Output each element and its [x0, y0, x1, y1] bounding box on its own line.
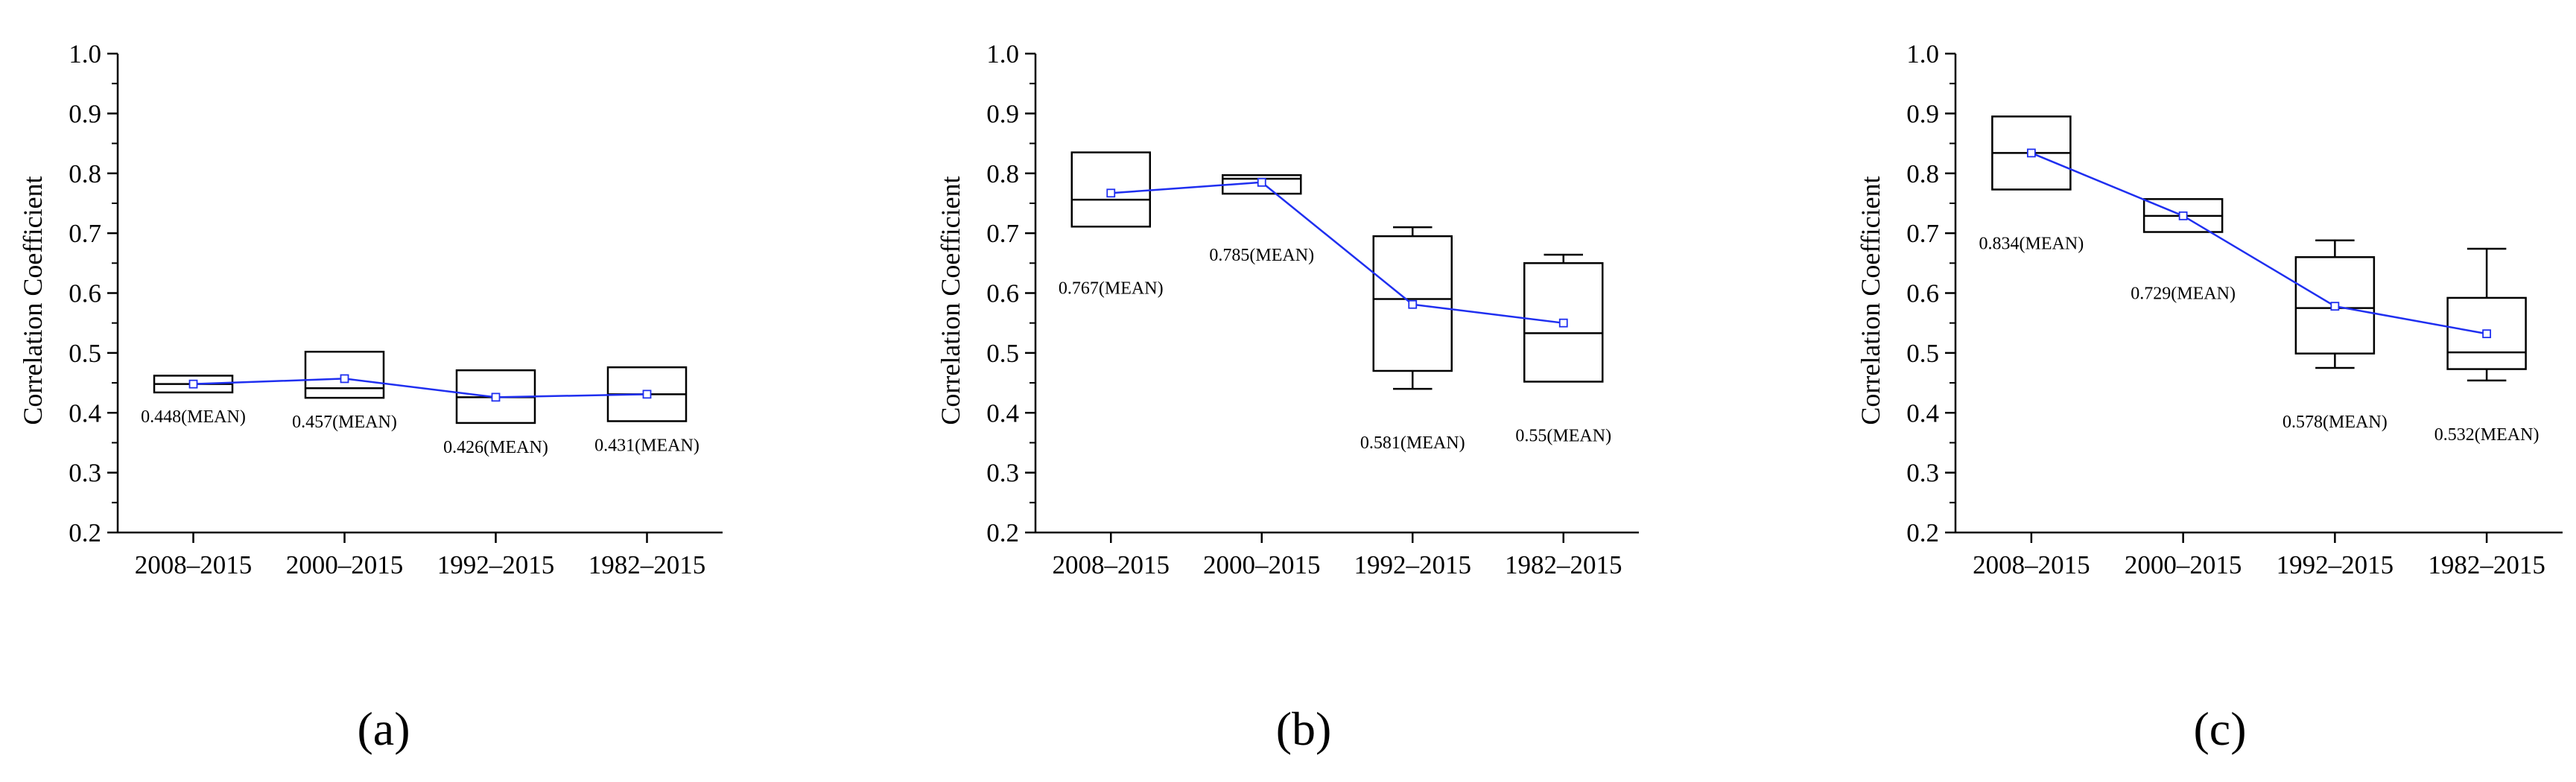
y-tick-label: 0.2 [1906, 518, 1939, 547]
y-tick-label: 0.6 [986, 279, 1019, 308]
mean-label: 0.457(MEAN) [292, 413, 397, 432]
x-tick-label: 1992–2015 [437, 550, 555, 579]
mean-marker [1257, 177, 1266, 187]
y-tick-label: 0.7 [986, 219, 1019, 248]
mean-label: 0.448(MEAN) [141, 407, 246, 427]
y-tick-label: 1.0 [1906, 39, 1939, 69]
mean-label: 0.834(MEAN) [1979, 234, 2084, 253]
x-tick-label: 1992–2015 [2277, 550, 2394, 579]
y-tick-label: 0.7 [69, 219, 101, 248]
box-iqr [1372, 235, 1453, 372]
y-tick-label: 0.9 [69, 99, 101, 128]
y-tick-label: 0.4 [986, 398, 1019, 427]
y-tick-label: 1.0 [986, 39, 1019, 69]
mean-line [1111, 181, 1564, 324]
y-tick-label: 1.0 [69, 39, 101, 69]
mean-marker [2026, 148, 2036, 158]
x-tick-label: 2008–2015 [1973, 550, 2090, 579]
panel-label: (a) [357, 702, 410, 755]
box-iqr [2294, 256, 2376, 355]
mean-marker [642, 390, 652, 399]
mean-marker [2482, 329, 2492, 339]
x-tick-label: 2000–2015 [2125, 550, 2242, 579]
mean-marker [2178, 211, 2188, 220]
box-3 [1372, 226, 1453, 390]
y-tick-label: 0.8 [1906, 159, 1939, 188]
mean-marker [340, 374, 349, 384]
box-iqr [1523, 262, 1604, 383]
y-tick-label: 0.3 [1906, 459, 1939, 488]
x-tick-label: 2008–2015 [135, 550, 253, 579]
y-tick-label: 0.6 [69, 279, 101, 308]
chart-panel-b: 0.2 0.3 0.4 0.5 0.6 0.7 0.8 0.9 1.0 Correlation C… [936, 39, 1639, 755]
y-tick-label: 0.9 [1906, 99, 1939, 128]
x-tick-label: 2000–2015 [1203, 550, 1321, 579]
mean-label: 0.55(MEAN) [1515, 426, 1611, 445]
y-tick-label: 0.3 [69, 459, 101, 488]
panel-label: (c) [2193, 702, 2246, 755]
mean-marker [1106, 188, 1116, 198]
mean-label: 0.729(MEAN) [2131, 284, 2236, 304]
y-axis-title: Correlation Coefficient [18, 176, 48, 425]
x-tick-label: 2008–2015 [1053, 550, 1170, 579]
box-2 [304, 351, 385, 399]
mean-line [2031, 152, 2487, 335]
box-iqr [2446, 296, 2527, 370]
x-tick-label: 2000–2015 [286, 550, 404, 579]
mean-marker [188, 379, 198, 389]
mean-marker [1408, 299, 1418, 309]
mean-label: 0.581(MEAN) [1360, 433, 1465, 453]
chart-panel-a: 0.2 0.3 0.4 0.5 0.6 0.7 0.8 0.9 1.0 Correlation C… [18, 39, 723, 755]
mean-marker [491, 392, 501, 402]
y-tick-label: 0.8 [986, 159, 1019, 188]
y-tick-label: 0.2 [69, 518, 101, 547]
y-tick-label: 0.5 [1906, 339, 1939, 368]
y-tick-label: 0.9 [986, 99, 1019, 128]
box-4 [1523, 253, 1604, 383]
y-tick-label: 0.3 [986, 459, 1019, 488]
y-tick-label: 0.4 [69, 398, 101, 427]
y-tick-label: 0.2 [986, 518, 1019, 547]
y-tick-label: 0.4 [1906, 398, 1939, 427]
x-tick-label: 1982–2015 [589, 550, 706, 579]
y-tick-label: 0.5 [986, 339, 1019, 368]
mean-label: 0.767(MEAN) [1059, 279, 1164, 298]
mean-label: 0.431(MEAN) [594, 436, 699, 456]
y-tick-label: 0.8 [69, 159, 101, 188]
x-tick-label: 1982–2015 [2428, 550, 2545, 579]
chart-panel-c: 0.2 0.3 0.4 0.5 0.6 0.7 0.8 0.9 1.0 Correlation C… [1856, 39, 2563, 755]
panel-label: (b) [1276, 702, 1332, 755]
mean-marker [2330, 302, 2340, 311]
mean-marker [1558, 318, 1568, 328]
box-4 [2446, 247, 2527, 382]
y-tick-label: 0.5 [69, 339, 101, 368]
mean-label: 0.578(MEAN) [2282, 413, 2388, 432]
y-tick-label: 0.6 [1906, 279, 1939, 308]
x-tick-label: 1982–2015 [1505, 550, 1622, 579]
mean-label: 0.785(MEAN) [1209, 246, 1314, 265]
box-iqr [304, 351, 385, 399]
mean-label: 0.532(MEAN) [2434, 425, 2539, 445]
mean-line [193, 378, 647, 398]
mean-label: 0.426(MEAN) [443, 438, 548, 457]
y-tick-label: 0.7 [1906, 219, 1939, 248]
x-tick-label: 1992–2015 [1354, 550, 1472, 579]
y-axis-title: Correlation Coefficient [936, 176, 965, 425]
y-axis-title: Correlation Coefficient [1856, 176, 1885, 425]
